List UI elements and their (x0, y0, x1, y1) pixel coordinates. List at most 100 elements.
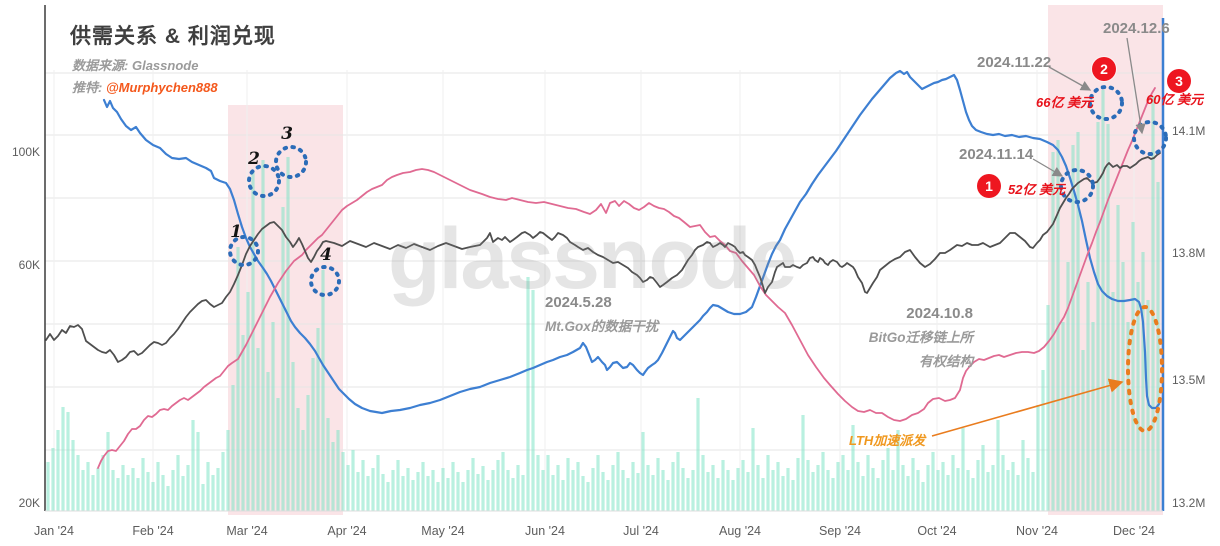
volume-bar (131, 468, 135, 511)
lth-annotation-arrow (931, 378, 1124, 437)
twitter-handle[interactable]: @Murphychen888 (105, 80, 218, 95)
event-annotation-text: BitGo迁移链上所 (868, 330, 973, 345)
volume-bar (716, 478, 720, 511)
volume-bar (896, 430, 900, 511)
volume-bar (1011, 462, 1015, 511)
volume-bar (496, 460, 500, 511)
volume-bar (756, 465, 760, 511)
volume-bar (1096, 122, 1100, 511)
volume-bar (1021, 440, 1025, 511)
volume-bar (381, 474, 385, 511)
price-blue-line (102, 69, 1161, 415)
event-annotation-text: 有权结构 (919, 354, 973, 369)
volume-bar (46, 462, 50, 511)
x-axis-tick: Feb '24 (132, 524, 174, 538)
volume-bar (246, 292, 250, 511)
volume-bar (221, 452, 225, 511)
volume-bar (446, 478, 450, 511)
volume-bar (641, 432, 645, 511)
volume-bar (111, 470, 115, 511)
x-axis-tick: Sep '24 (818, 524, 862, 538)
volume-bar (476, 474, 480, 511)
volume-bar (1001, 455, 1005, 511)
volume-bar (491, 470, 495, 511)
volume-bar (371, 468, 375, 511)
volume-bar (396, 460, 400, 511)
volume-bar (1156, 182, 1160, 511)
volume-bar (1031, 472, 1035, 511)
volume-bar (931, 452, 935, 511)
volume-bar (1116, 205, 1120, 511)
volume-bar (856, 462, 860, 511)
volume-bar (1016, 475, 1020, 511)
volume-bar (611, 465, 615, 511)
dotted-highlight-circle (247, 164, 281, 198)
volume-bar (906, 476, 910, 511)
annotation-arrow (1032, 158, 1064, 177)
volume-bar (731, 480, 735, 511)
volume-bar (216, 468, 220, 511)
y-axis-tick-right: 13.5M (1172, 373, 1206, 387)
x-axis-tick: Jan '24 (34, 524, 74, 538)
volume-bar (376, 455, 380, 511)
volume-bar (1106, 124, 1110, 511)
volume-bar (1026, 458, 1030, 511)
volume-bar (851, 425, 855, 511)
y-axis-tick-left: 20K (18, 496, 40, 510)
volume-bar (961, 428, 965, 511)
volume-bar (1091, 322, 1095, 511)
volume-bar (821, 452, 825, 511)
volume-bar (66, 412, 70, 511)
volume-bar (646, 465, 650, 511)
volume-bar (566, 458, 570, 511)
volume-bar (206, 462, 210, 511)
volume-bar (451, 462, 455, 511)
highlight-band (1048, 5, 1163, 515)
volume-bar (926, 465, 930, 511)
volume-bar (506, 470, 510, 511)
volume-bar (581, 476, 585, 511)
volume-bar (401, 476, 405, 511)
volume-bar (1131, 222, 1135, 511)
volume-bar (871, 468, 875, 511)
volume-bar (711, 465, 715, 511)
volume-bar (526, 277, 530, 511)
volume-bar (1076, 132, 1080, 511)
volume-bar (981, 445, 985, 511)
volume-bar (471, 458, 475, 511)
volume-bar (231, 385, 235, 511)
red-step-badge: 2 (1092, 57, 1116, 81)
volume-bar (431, 470, 435, 511)
volume-bar (441, 468, 445, 511)
volume-bar (791, 480, 795, 511)
volume-bar (941, 462, 945, 511)
volume-bar (161, 475, 165, 511)
volume-bar (621, 470, 625, 511)
volume-bar (151, 482, 155, 511)
volume-bar (1066, 262, 1070, 511)
volume-bar (421, 462, 425, 511)
volume-bar (91, 475, 95, 511)
volume-bar (661, 470, 665, 511)
volume-bar (226, 430, 230, 511)
x-axis-tick: Jul '24 (623, 524, 659, 538)
volume-bar (561, 480, 565, 511)
volume-bar (301, 430, 305, 511)
volume-bar (201, 484, 205, 511)
volume-bar (481, 466, 485, 511)
dotted-highlight-circle (1088, 85, 1124, 121)
volume-bar (281, 207, 285, 511)
volume-bar (846, 470, 850, 511)
y-axis-tick-right: 13.2M (1172, 496, 1206, 510)
volume-bar (181, 476, 185, 511)
volume-bar (811, 472, 815, 511)
volume-bar (766, 455, 770, 511)
volume-bar (786, 468, 790, 511)
volume-bar (916, 470, 920, 511)
volume-bar (681, 468, 685, 511)
volume-bar (746, 472, 750, 511)
dotted-highlight-circle (1132, 120, 1168, 156)
volume-bar (466, 470, 470, 511)
dotted-highlight-circle (309, 265, 341, 297)
volume-bar (801, 415, 805, 511)
